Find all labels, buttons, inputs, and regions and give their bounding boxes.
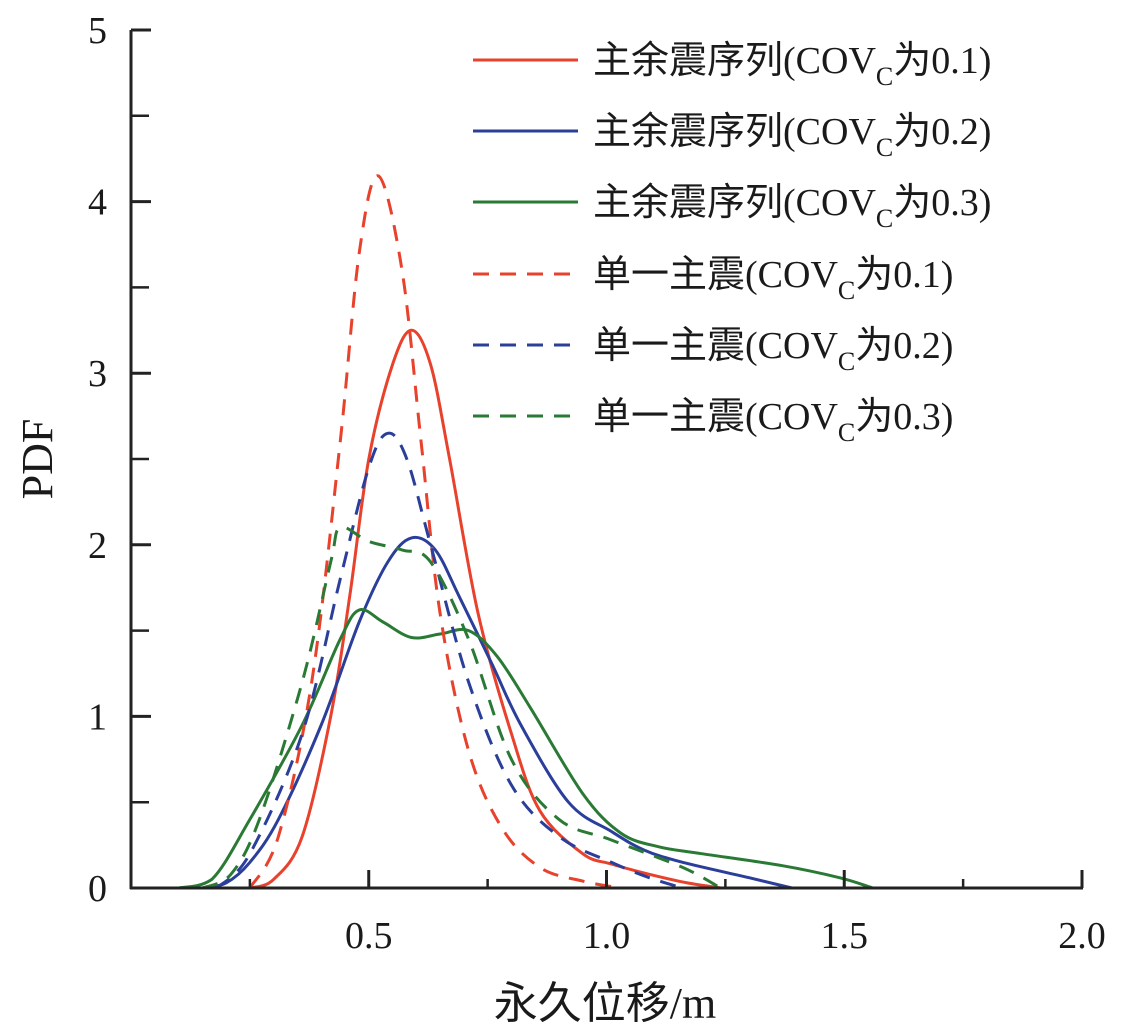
legend-label: 主余震序列(COVC为0.1) (593, 40, 991, 91)
y-tick-label: 0 (88, 868, 107, 910)
legend-label-tail: 为0.1) (855, 254, 953, 296)
legend-item: 主余震序列(COVC为0.2) (473, 111, 991, 162)
legend-label-tail: 为0.3) (855, 396, 953, 438)
y-tick-label: 3 (88, 353, 107, 395)
legend-label-main: 单一主震(COV (593, 396, 838, 438)
legend-label-main: 主余震序列(COV (593, 111, 876, 153)
series-line-2 (201, 535, 793, 890)
series-line-5 (215, 431, 684, 890)
x-tick-label: 2.0 (1058, 915, 1106, 957)
y-tick-label: 4 (88, 182, 107, 224)
legend-label-main: 单一主震(COV (593, 254, 838, 296)
series-line-4 (248, 174, 622, 890)
legend-label-subscript: C (838, 418, 855, 447)
legend: 主余震序列(COVC为0.1)主余震序列(COVC为0.2)主余震序列(COVC… (473, 40, 991, 447)
legend-item: 主余震序列(COVC为0.1) (473, 40, 991, 91)
legend-label-subscript: C (838, 347, 855, 376)
curves-layer (178, 174, 874, 890)
legend-label-tail: 为0.2) (855, 325, 953, 367)
legend-label-subscript: C (876, 133, 893, 162)
series-line-1 (249, 328, 721, 890)
legend-label-subscript: C (876, 62, 893, 91)
legend-item: 单一主震(COVC为0.2) (473, 325, 953, 376)
y-axis-title: PDF (13, 419, 62, 500)
y-tick-label: 2 (88, 525, 107, 567)
y-tick-label: 1 (88, 696, 107, 738)
legend-label-subscript: C (838, 276, 855, 305)
axes-layer: 0.5 1.0 1.5 2.0 0 1 2 3 4 5 (88, 10, 1106, 957)
legend-label-main: 主余震序列(COV (593, 40, 876, 82)
legend-item: 单一主震(COVC为0.3) (473, 396, 953, 447)
y-ticks: 0 1 2 3 4 5 (88, 10, 151, 910)
series-line-6 (201, 525, 722, 890)
series-line-3 (178, 608, 874, 890)
legend-label: 主余震序列(COVC为0.3) (593, 182, 991, 233)
legend-label-tail: 为0.2) (893, 111, 991, 153)
y-tick-label: 5 (88, 10, 107, 52)
legend-label-main: 单一主震(COV (593, 325, 838, 367)
legend-label-main: 主余震序列(COV (593, 182, 876, 224)
x-axis-title: 永久位移/m (494, 979, 716, 1028)
legend-label-subscript: C (876, 204, 893, 233)
legend-label-tail: 为0.3) (893, 182, 991, 224)
x-ticks: 0.5 1.0 1.5 2.0 (248, 870, 1106, 957)
legend-label-tail: 为0.1) (893, 40, 991, 82)
legend-label: 单一主震(COVC为0.1) (593, 254, 953, 305)
legend-label: 主余震序列(COVC为0.2) (593, 111, 991, 162)
x-tick-label: 1.0 (583, 915, 631, 957)
legend-item: 主余震序列(COVC为0.3) (473, 182, 991, 233)
legend-label: 单一主震(COVC为0.2) (593, 325, 953, 376)
x-tick-label: 1.5 (821, 915, 869, 957)
x-tick-label: 0.5 (345, 915, 393, 957)
legend-label: 单一主震(COVC为0.3) (593, 396, 953, 447)
legend-item: 单一主震(COVC为0.1) (473, 254, 953, 305)
